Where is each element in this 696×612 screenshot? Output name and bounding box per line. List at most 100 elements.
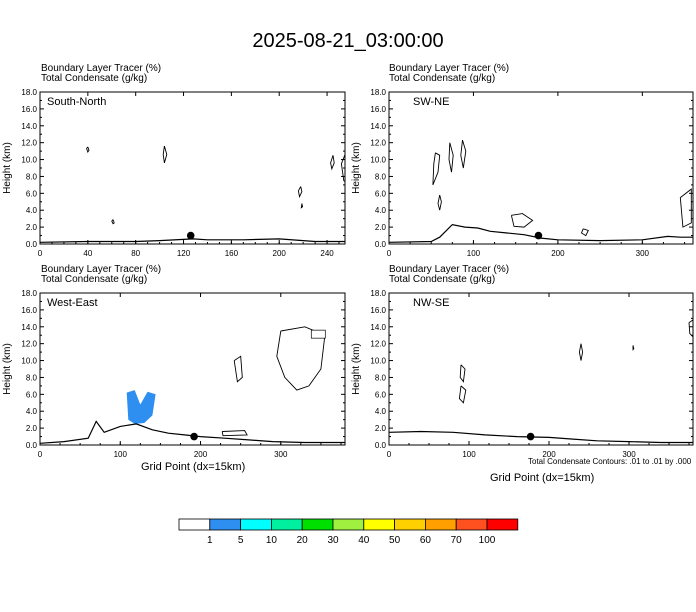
y-tick-label: 0.0 <box>26 441 38 450</box>
x-tick-label: 0 <box>387 249 392 258</box>
y-tick-label: 12.0 <box>370 139 386 148</box>
y-tick-label: 14.0 <box>21 323 37 332</box>
y-tick-label: 6.0 <box>26 390 38 399</box>
x-tick-label: 200 <box>542 450 556 459</box>
x-tick-label: 200 <box>551 249 565 258</box>
condensate-contour <box>679 188 692 228</box>
condensate-contour <box>111 219 115 225</box>
condensate-contour <box>459 364 466 383</box>
plot-frame <box>388 292 694 446</box>
x-tick-label: 300 <box>274 450 288 459</box>
y-tick-label: 0.0 <box>26 240 38 249</box>
y-tick-label: 2.0 <box>26 223 38 232</box>
x-tick-label: 100 <box>462 450 476 459</box>
condensate-contour <box>632 345 635 351</box>
panel-label: South-North <box>47 96 106 108</box>
panel-field-label-1: Boundary Layer Tracer (%) <box>389 63 510 74</box>
y-tick-label: 2.0 <box>26 424 38 433</box>
x-tick-label: 240 <box>320 249 334 258</box>
x-tick-label: 0 <box>387 450 392 459</box>
condensate-contour <box>432 152 441 186</box>
panel-label: SW-NE <box>413 96 449 108</box>
condensate-contour <box>233 355 243 383</box>
y-tick-label: 6.0 <box>375 390 387 399</box>
panel-field-label-1: Boundary Layer Tracer (%) <box>41 63 162 74</box>
y-tick-label: 8.0 <box>26 172 38 181</box>
y-tick-label: 18.0 <box>21 88 37 97</box>
y-tick-label: 18.0 <box>21 289 37 298</box>
location-marker <box>190 432 198 441</box>
location-marker <box>534 231 543 240</box>
y-tick-label: 10.0 <box>21 156 37 165</box>
y-axis-label: Height (km) <box>2 142 13 194</box>
y-tick-label: 16.0 <box>370 105 386 114</box>
x-tick-label: 160 <box>225 249 239 258</box>
y-tick-label: 12.0 <box>21 139 37 148</box>
condensate-contour <box>510 213 534 228</box>
x-tick-label: 300 <box>636 249 650 258</box>
x-tick-label: 200 <box>273 249 287 258</box>
y-tick-label: 0.0 <box>375 441 387 450</box>
y-tick-label: 14.0 <box>21 122 37 131</box>
x-tick-label: 100 <box>114 450 128 459</box>
x-tick-label: 0 <box>38 450 43 459</box>
condensate-contour <box>276 326 326 391</box>
y-tick-label: 14.0 <box>370 122 386 131</box>
contour-label-box <box>310 329 326 339</box>
x-tick-label: 80 <box>131 249 140 258</box>
condensate-contour <box>578 343 584 361</box>
y-tick-label: 10.0 <box>370 357 386 366</box>
y-tick-label: 4.0 <box>26 407 38 416</box>
condensate-contour <box>162 145 168 164</box>
x-tick-label: 0 <box>38 249 43 258</box>
y-tick-label: 10.0 <box>21 357 37 366</box>
condensate-contour <box>460 139 467 169</box>
x-tick-label: 300 <box>622 450 636 459</box>
condensate-contour <box>448 142 454 173</box>
condensate-contour <box>330 155 335 171</box>
panel-field-label-2: Total Condensate (g/kg) <box>389 274 496 285</box>
y-axis-label: Height (km) <box>351 343 362 395</box>
condensate-contour <box>580 228 589 237</box>
condensate-contour <box>688 319 694 339</box>
x-tick-label: 200 <box>194 450 208 459</box>
contour-footnote: Total Condensate Contours: .01 to .01 by… <box>528 457 692 466</box>
y-tick-label: 6.0 <box>26 189 38 198</box>
y-tick-label: 6.0 <box>375 189 387 198</box>
panel-field-label-2: Total Condensate (g/kg) <box>41 73 148 84</box>
y-tick-label: 8.0 <box>26 373 38 382</box>
condensate-contour <box>437 194 442 211</box>
terrain-line <box>388 223 693 243</box>
condensate-contour <box>297 186 303 199</box>
y-tick-label: 4.0 <box>375 206 387 215</box>
y-tick-label: 8.0 <box>375 172 387 181</box>
panel-field-label-1: Boundary Layer Tracer (%) <box>41 264 162 275</box>
y-tick-label: 4.0 <box>26 206 38 215</box>
terrain-line <box>388 430 693 444</box>
y-tick-label: 16.0 <box>370 306 386 315</box>
terrain-line <box>39 238 345 243</box>
figure-title: 2025-08-21_03:00:00 <box>252 30 444 52</box>
y-tick-label: 4.0 <box>375 407 387 416</box>
x-tick-label: 40 <box>83 249 92 258</box>
y-tick-label: 8.0 <box>375 373 387 382</box>
y-tick-label: 18.0 <box>370 289 386 298</box>
location-marker <box>526 432 535 441</box>
condensate-contour <box>458 385 467 404</box>
condensate-contour <box>221 430 248 437</box>
y-tick-label: 2.0 <box>375 424 387 433</box>
y-axis-label: Height (km) <box>2 343 13 395</box>
y-tick-label: 18.0 <box>370 88 386 97</box>
y-tick-label: 14.0 <box>370 323 386 332</box>
panel-label: West-East <box>47 297 98 309</box>
y-tick-label: 12.0 <box>370 340 386 349</box>
panel-label: NW-SE <box>413 297 449 309</box>
y-tick-label: 12.0 <box>21 340 37 349</box>
y-tick-label: 0.0 <box>375 240 387 249</box>
y-tick-label: 10.0 <box>370 156 386 165</box>
y-tick-label: 16.0 <box>21 306 37 315</box>
